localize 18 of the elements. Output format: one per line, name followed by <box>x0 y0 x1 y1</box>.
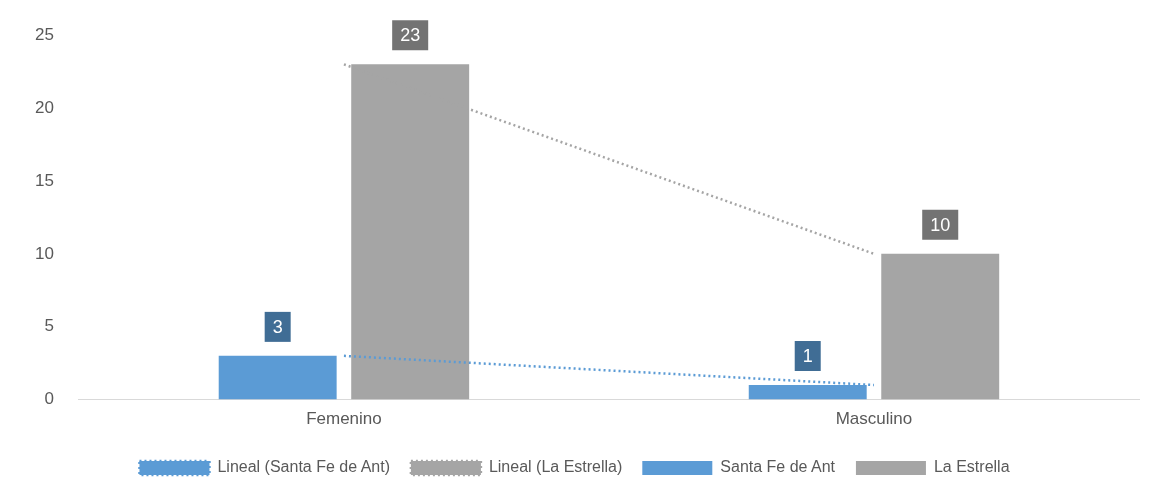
data-label: 10 <box>930 214 951 235</box>
legend-label: Lineal (Santa Fe de Ant) <box>217 458 391 476</box>
y-tick-label: 20 <box>34 97 54 117</box>
y-tick-label: 25 <box>34 24 54 44</box>
data-label: 1 <box>802 345 813 366</box>
y-tick-label: 0 <box>44 389 54 409</box>
y-tick-label: 5 <box>44 316 54 336</box>
x-tick-label: Femenino <box>306 409 382 429</box>
legend-label: La Estrella <box>933 458 1010 476</box>
bar <box>218 355 337 400</box>
x-tick-label: Masculino <box>835 409 913 429</box>
bar <box>881 253 1000 400</box>
data-label: 23 <box>400 25 421 46</box>
legend-label: Lineal (La Estrella) <box>488 458 623 476</box>
y-tick-label: 10 <box>34 243 54 263</box>
legend-label: Santa Fe de Ant <box>720 458 836 476</box>
y-tick-label: 15 <box>34 170 54 190</box>
data-label: 3 <box>272 316 283 337</box>
